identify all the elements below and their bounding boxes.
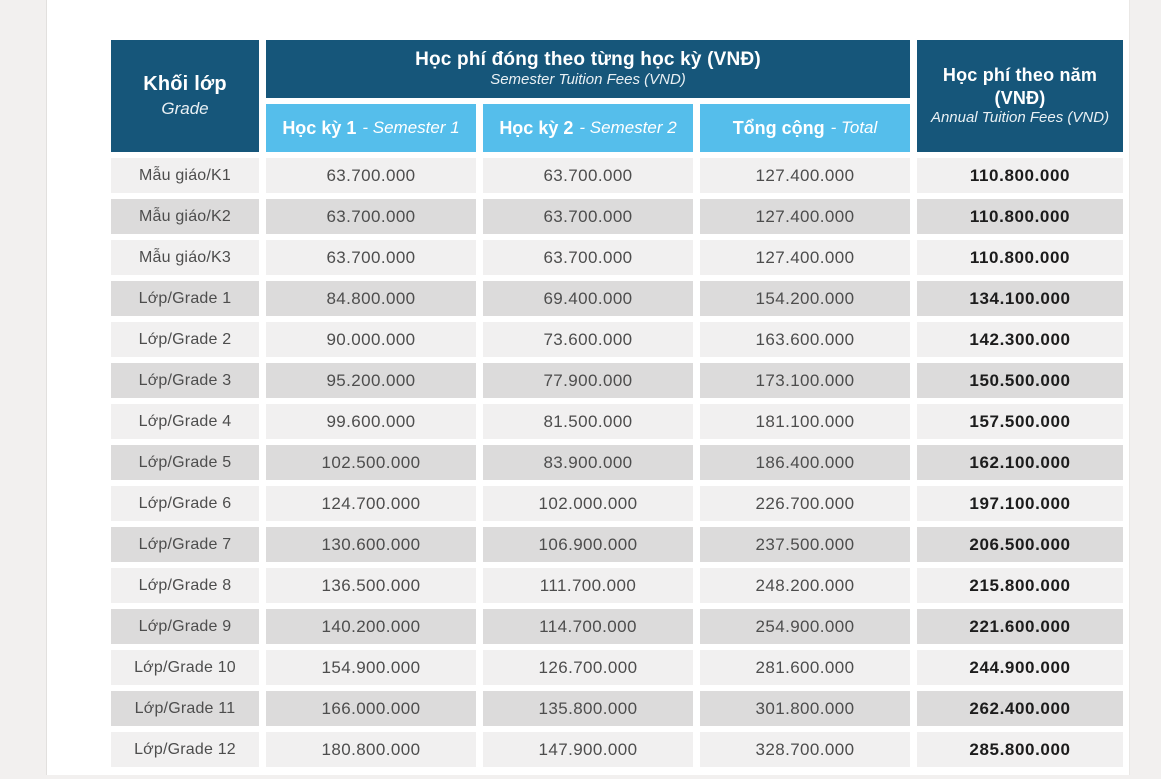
cell-total: 328.700.000 bbox=[700, 732, 910, 767]
cell-annual: 157.500.000 bbox=[917, 404, 1123, 439]
total-label: Tổng cộng bbox=[732, 117, 825, 138]
semester-2-label: Học kỳ 2 bbox=[499, 117, 574, 138]
grade-column-subtitle: Grade bbox=[161, 98, 209, 118]
header-total: Tổng cộng - Total bbox=[700, 104, 910, 152]
cell-total: 127.400.000 bbox=[700, 199, 910, 234]
cell-grade: Lớp/Grade 7 bbox=[111, 527, 259, 562]
cell-grade: Lớp/Grade 3 bbox=[111, 363, 259, 398]
cell-grade: Mẫu giáo/K2 bbox=[111, 199, 259, 234]
cell-annual: 150.500.000 bbox=[917, 363, 1123, 398]
cell-sem2: 73.600.000 bbox=[483, 322, 693, 357]
cell-sem1: 180.800.000 bbox=[266, 732, 476, 767]
cell-total: 181.100.000 bbox=[700, 404, 910, 439]
cell-sem1: 63.700.000 bbox=[266, 240, 476, 275]
cell-grade: Lớp/Grade 9 bbox=[111, 609, 259, 644]
cell-sem1: 130.600.000 bbox=[266, 527, 476, 562]
cell-grade: Mẫu giáo/K1 bbox=[111, 158, 259, 193]
header-semester-2: Học kỳ 2 - Semester 2 bbox=[483, 104, 693, 152]
header-annual-column: Học phí theo năm (VNĐ) Annual Tuition Fe… bbox=[917, 40, 1123, 152]
cell-grade: Lớp/Grade 10 bbox=[111, 650, 259, 685]
cell-sem2: 81.500.000 bbox=[483, 404, 693, 439]
cell-sem1: 154.900.000 bbox=[266, 650, 476, 685]
cell-total: 281.600.000 bbox=[700, 650, 910, 685]
cell-sem2: 135.800.000 bbox=[483, 691, 693, 726]
cell-annual: 134.100.000 bbox=[917, 281, 1123, 316]
cell-total: 248.200.000 bbox=[700, 568, 910, 603]
cell-sem2: 102.000.000 bbox=[483, 486, 693, 521]
cell-grade: Lớp/Grade 6 bbox=[111, 486, 259, 521]
cell-sem2: 63.700.000 bbox=[483, 158, 693, 193]
cell-annual: 244.900.000 bbox=[917, 650, 1123, 685]
cell-grade: Lớp/Grade 4 bbox=[111, 404, 259, 439]
annual-column-subtitle: Annual Tuition Fees (VND) bbox=[930, 109, 1110, 127]
cell-annual: 221.600.000 bbox=[917, 609, 1123, 644]
cell-annual: 110.800.000 bbox=[917, 240, 1123, 275]
cell-total: 237.500.000 bbox=[700, 527, 910, 562]
cell-sem2: 83.900.000 bbox=[483, 445, 693, 480]
cell-annual: 206.500.000 bbox=[917, 527, 1123, 562]
cell-sem2: 111.700.000 bbox=[483, 568, 693, 603]
cell-total: 254.900.000 bbox=[700, 609, 910, 644]
total-sublabel: - Total bbox=[830, 118, 878, 137]
semester-span-title: Học phí đóng theo từng học kỳ (VNĐ) bbox=[415, 48, 761, 70]
cell-annual: 162.100.000 bbox=[917, 445, 1123, 480]
cell-grade: Lớp/Grade 1 bbox=[111, 281, 259, 316]
cell-sem1: 124.700.000 bbox=[266, 486, 476, 521]
cell-grade: Lớp/Grade 12 bbox=[111, 732, 259, 767]
cell-sem2: 114.700.000 bbox=[483, 609, 693, 644]
cell-grade: Lớp/Grade 5 bbox=[111, 445, 259, 480]
cell-total: 127.400.000 bbox=[700, 240, 910, 275]
cell-sem2: 63.700.000 bbox=[483, 240, 693, 275]
tuition-table: Khối lớp Grade Học phí đóng theo từng họ… bbox=[111, 40, 1123, 767]
cell-total: 154.200.000 bbox=[700, 281, 910, 316]
cell-sem1: 63.700.000 bbox=[266, 158, 476, 193]
cell-sem2: 69.400.000 bbox=[483, 281, 693, 316]
cell-annual: 285.800.000 bbox=[917, 732, 1123, 767]
cell-annual: 197.100.000 bbox=[917, 486, 1123, 521]
semester-span-subtitle: Semester Tuition Fees (VND) bbox=[490, 70, 686, 88]
cell-sem1: 63.700.000 bbox=[266, 199, 476, 234]
cell-sem2: 63.700.000 bbox=[483, 199, 693, 234]
cell-total: 301.800.000 bbox=[700, 691, 910, 726]
cell-sem2: 106.900.000 bbox=[483, 527, 693, 562]
cell-sem2: 126.700.000 bbox=[483, 650, 693, 685]
cell-annual: 110.800.000 bbox=[917, 199, 1123, 234]
cell-annual: 110.800.000 bbox=[917, 158, 1123, 193]
cell-grade: Mẫu giáo/K3 bbox=[111, 240, 259, 275]
cell-grade: Lớp/Grade 8 bbox=[111, 568, 259, 603]
cell-sem1: 166.000.000 bbox=[266, 691, 476, 726]
semester-1-sublabel: - Semester 1 bbox=[362, 118, 460, 137]
cell-annual: 142.300.000 bbox=[917, 322, 1123, 357]
cell-sem1: 140.200.000 bbox=[266, 609, 476, 644]
cell-annual: 215.800.000 bbox=[917, 568, 1123, 603]
cell-total: 226.700.000 bbox=[700, 486, 910, 521]
cell-grade: Lớp/Grade 2 bbox=[111, 322, 259, 357]
cell-total: 173.100.000 bbox=[700, 363, 910, 398]
cell-total: 163.600.000 bbox=[700, 322, 910, 357]
cell-grade: Lớp/Grade 11 bbox=[111, 691, 259, 726]
cell-sem2: 147.900.000 bbox=[483, 732, 693, 767]
cell-sem1: 102.500.000 bbox=[266, 445, 476, 480]
header-grade-column: Khối lớp Grade bbox=[111, 40, 259, 152]
cell-sem1: 84.800.000 bbox=[266, 281, 476, 316]
annual-column-title: Học phí theo năm (VNĐ) bbox=[942, 65, 1098, 108]
semester-1-label: Học kỳ 1 bbox=[282, 117, 357, 138]
cell-sem1: 99.600.000 bbox=[266, 404, 476, 439]
cell-sem1: 95.200.000 bbox=[266, 363, 476, 398]
cell-total: 186.400.000 bbox=[700, 445, 910, 480]
cell-annual: 262.400.000 bbox=[917, 691, 1123, 726]
header-semester-span: Học phí đóng theo từng học kỳ (VNĐ) Seme… bbox=[266, 40, 910, 98]
cell-sem1: 136.500.000 bbox=[266, 568, 476, 603]
cell-sem1: 90.000.000 bbox=[266, 322, 476, 357]
document-page: Khối lớp Grade Học phí đóng theo từng họ… bbox=[46, 0, 1130, 775]
grade-column-title: Khối lớp bbox=[143, 72, 227, 95]
semester-2-sublabel: - Semester 2 bbox=[579, 118, 677, 137]
header-semester-1: Học kỳ 1 - Semester 1 bbox=[266, 104, 476, 152]
cell-sem2: 77.900.000 bbox=[483, 363, 693, 398]
cell-total: 127.400.000 bbox=[700, 158, 910, 193]
